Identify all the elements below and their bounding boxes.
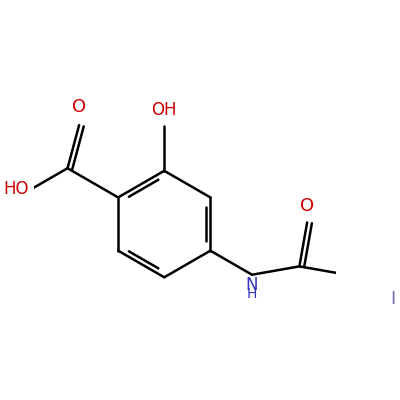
Text: OH: OH: [152, 100, 177, 118]
Text: HO: HO: [3, 180, 28, 198]
Text: O: O: [72, 98, 86, 116]
Text: I: I: [390, 290, 396, 308]
Text: N: N: [246, 276, 258, 294]
Text: H: H: [247, 287, 257, 301]
Text: O: O: [300, 197, 314, 215]
